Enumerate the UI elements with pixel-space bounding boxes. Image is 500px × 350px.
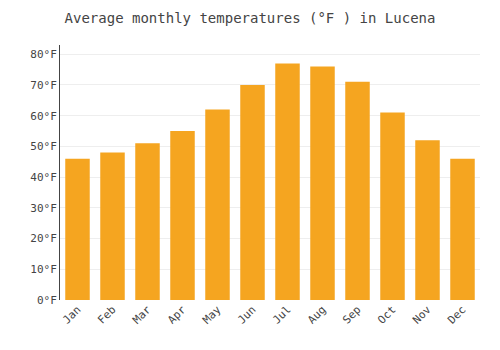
svg-text:0°F: 0°F [37,294,57,307]
svg-text:Mar: Mar [130,303,154,327]
svg-text:Feb: Feb [95,303,118,326]
svg-text:Aug: Aug [305,303,328,326]
svg-text:Sep: Sep [340,303,363,326]
svg-text:60°F: 60°F [30,110,57,123]
svg-text:Average monthly temperatures (: Average monthly temperatures (°F ) in Lu… [65,10,436,26]
svg-text:Dec: Dec [445,303,468,326]
svg-text:10°F: 10°F [30,263,57,276]
svg-text:Nov: Nov [410,303,434,327]
svg-text:80°F: 80°F [30,48,57,61]
svg-text:50°F: 50°F [30,140,57,153]
svg-text:40°F: 40°F [30,171,57,184]
svg-text:Jan: Jan [60,303,83,326]
svg-text:Jul: Jul [270,303,293,326]
svg-text:Jun: Jun [235,303,258,326]
svg-text:20°F: 20°F [30,232,57,245]
svg-text:30°F: 30°F [30,202,57,215]
svg-text:70°F: 70°F [30,79,57,92]
svg-text:May: May [200,303,224,327]
svg-text:Apr: Apr [165,303,189,327]
svg-text:Oct: Oct [375,303,398,326]
